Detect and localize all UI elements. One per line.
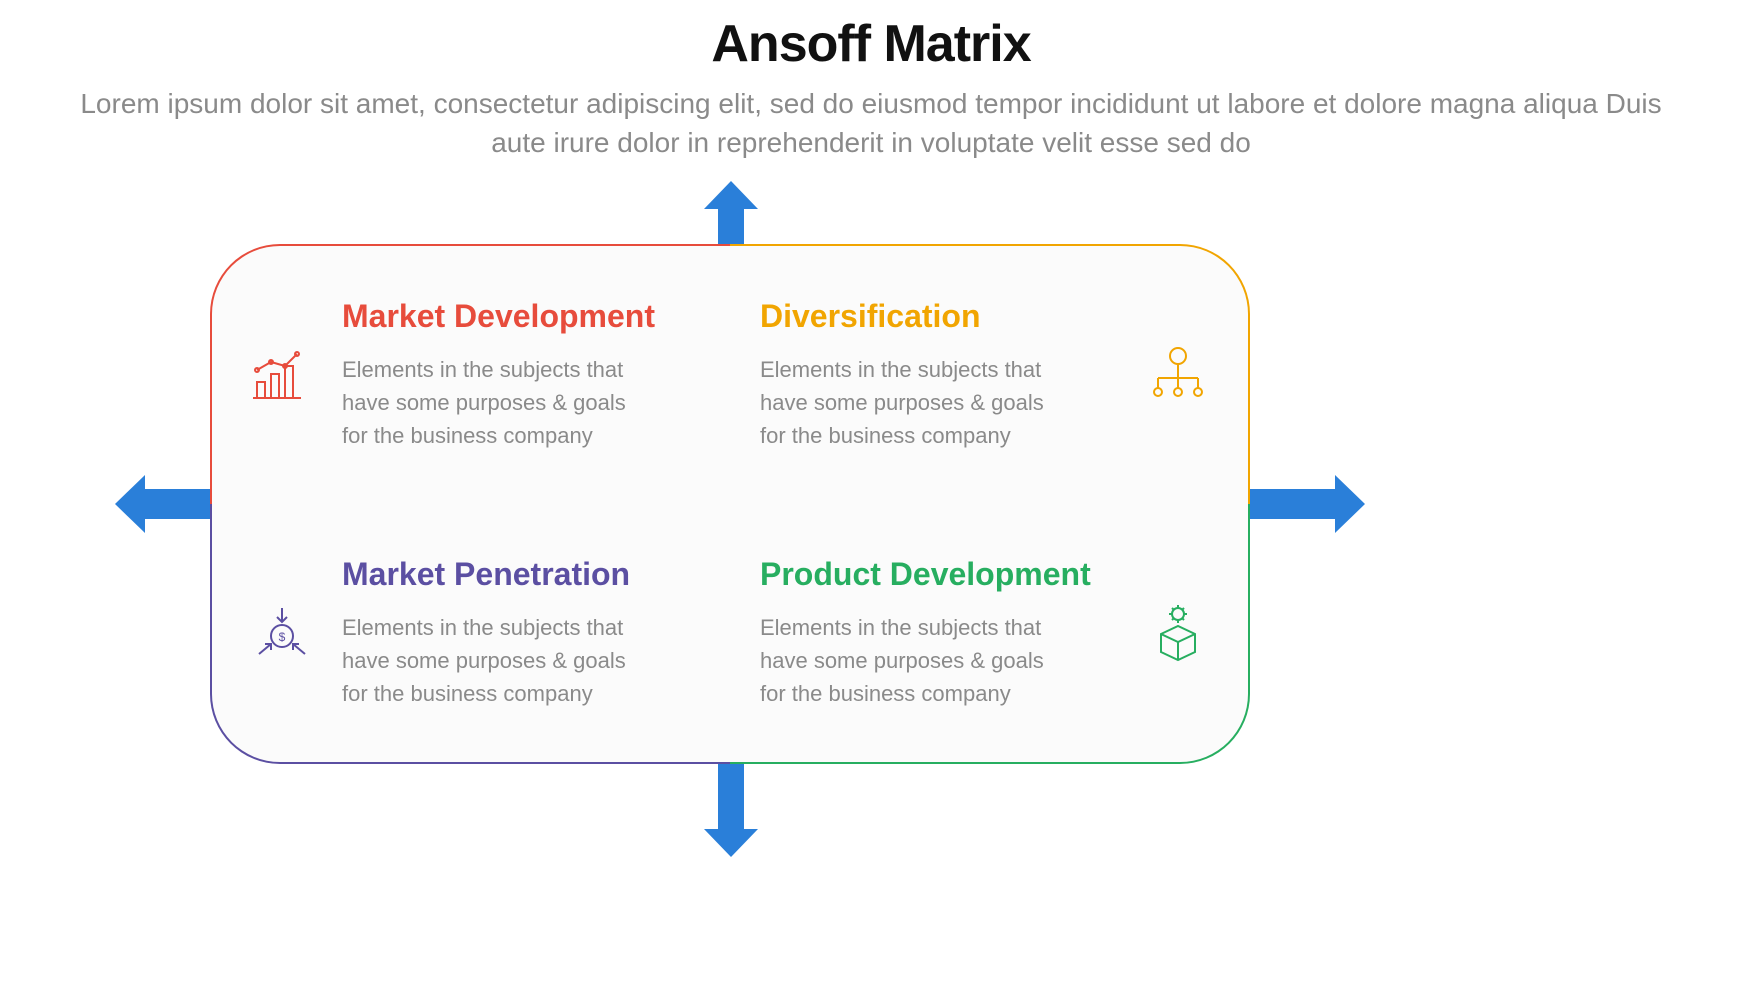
target-money-icon: $ <box>242 598 322 668</box>
quadrant-title: Market Penetration <box>342 556 700 593</box>
quadrant-title: Diversification <box>760 298 1128 335</box>
quadrant-title: Market Development <box>342 298 700 335</box>
svg-text:$: $ <box>279 630 286 644</box>
quadrant-desc: Elements in the subjects that have some … <box>760 611 1060 710</box>
hierarchy-icon <box>1138 340 1218 410</box>
quadrant-market-development: Market Development Elements in the subje… <box>210 244 730 504</box>
page-subtitle: Lorem ipsum dolor sit amet, consectetur … <box>0 84 1742 162</box>
quadrant-product-development: Product Development Elements in the subj… <box>730 504 1250 764</box>
quadrant-market-penetration: $ Market Penetration Elements in the sub… <box>210 504 730 764</box>
quadrant-desc: Elements in the subjects that have some … <box>342 353 642 452</box>
quadrant-desc: Elements in the subjects that have some … <box>760 353 1060 452</box>
growth-chart-icon <box>242 340 322 410</box>
quadrant-diversification: Diversification Elements in the subjects… <box>730 244 1250 504</box>
quadrant-desc: Elements in the subjects that have some … <box>342 611 642 710</box>
ansoff-matrix: Market Development Elements in the subje… <box>210 244 1250 764</box>
box-gear-icon <box>1138 598 1218 668</box>
quadrant-title: Product Development <box>760 556 1128 593</box>
page-title: Ansoff Matrix <box>0 14 1742 74</box>
